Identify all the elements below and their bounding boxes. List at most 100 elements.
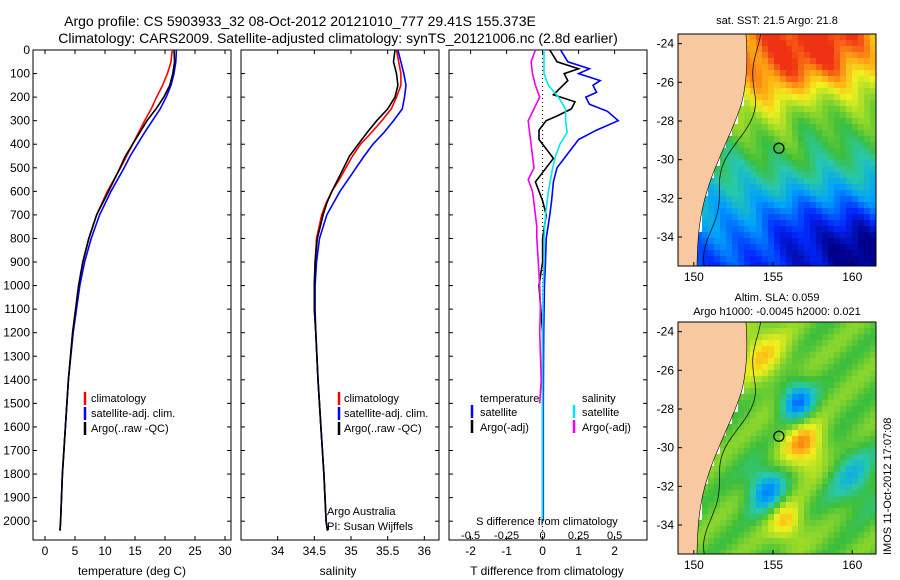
map-y-tick-label: -26: [657, 363, 675, 377]
salinity-panel: 34 34.5 35 35.5 36 salinity climatology sate…: [240, 49, 440, 578]
x-tick-label: 34.5: [303, 544, 327, 558]
x-tick-label: 20: [158, 544, 172, 558]
legend-label-climatology: climatology: [91, 393, 147, 405]
x-tick-label: 1: [575, 544, 582, 558]
map-y-tick-label: -30: [657, 441, 675, 455]
legend-label-t-argo: Argo(-adj): [480, 422, 529, 434]
y-tick-label: 1300: [3, 349, 30, 363]
difference-axes-box: [448, 49, 648, 541]
series-line-argo-raw-qc-: [313, 50, 399, 531]
temperature-axes-box: [32, 49, 232, 541]
x-tick-label: 0: [539, 544, 546, 558]
difference-y-ticks: [449, 49, 647, 522]
sla-coast: [678, 322, 762, 554]
y-tick-label: 200: [10, 90, 30, 104]
imos-timestamp: IMOS 11-Oct-2012 17:07:08: [882, 418, 894, 555]
legend-label-t-satellite: satellite: [480, 407, 517, 419]
shelf-contour: [703, 322, 762, 554]
s-tick-label: 0.25: [568, 530, 589, 542]
x-tick-label: 35: [344, 544, 358, 558]
y-tick-label: 1100: [4, 302, 30, 316]
temperature-panel: 0100200300400500600700800900100011001200…: [3, 43, 232, 578]
figure-title-line1: Argo profile: CS 5903933_32 08-Oct-2012 …: [64, 13, 536, 29]
salinity-legend: climatology satellite-adj. clim. Argo(..…: [337, 392, 428, 435]
temperature-x-label: temperature (deg C): [78, 564, 186, 578]
argo-position-marker: [773, 142, 785, 154]
s-tick-label: -0.5: [461, 530, 480, 542]
argo-position-marker: [773, 430, 785, 442]
y-tick-label: 800: [10, 231, 30, 245]
y-tick-label: 100: [10, 67, 30, 81]
difference-x-label: T difference from climatology: [470, 564, 624, 578]
map-y-tick-label: -24: [657, 325, 675, 339]
legend-label-s-argo: Argo(-adj): [582, 422, 631, 434]
y-tick-label: 700: [10, 208, 30, 222]
salinity-x-label: salinity: [320, 564, 357, 578]
salinity-difference-ticks: -0.5 -0.25 0 0.25 0.5: [461, 530, 622, 542]
x-tick-label: 5: [72, 544, 79, 558]
map-x-tick-label: 160: [842, 558, 862, 572]
y-tick-label: 500: [10, 161, 30, 175]
map-x-tick-label: 150: [684, 558, 704, 572]
map-y-tick-label: -34: [657, 518, 675, 532]
legend-label-climatology: climatology: [344, 393, 400, 405]
sla-map-ticks: 150 155 160 -24 -26 -28 -30 -32 -34: [657, 325, 863, 572]
legend-label-argo: Argo(..raw -QC): [344, 423, 422, 435]
map-x-tick-label: 150: [684, 270, 704, 284]
salinity-y-ticks: [241, 49, 439, 522]
x-tick-label: 10: [98, 544, 112, 558]
x-tick-label: 36: [418, 544, 432, 558]
x-tick-label: 34: [271, 544, 285, 558]
temperature-lines: [59, 50, 178, 531]
difference-legend: temperature satellite Argo(-adj) salinit…: [470, 393, 631, 434]
series-line-temperature-satellite: [542, 50, 620, 522]
x-tick-label: 30: [218, 544, 232, 558]
y-tick-label: 300: [10, 114, 30, 128]
map-y-tick-label: -28: [657, 402, 675, 416]
y-tick-label: 0: [23, 43, 30, 57]
y-tick-label: 1000: [3, 279, 30, 293]
x-tick-label: 25: [188, 544, 202, 558]
temperature-legend: climatology satellite-adj. clim. Argo(..…: [83, 392, 175, 435]
map-y-tick-label: -32: [657, 479, 675, 493]
salinity-difference-top-label: S difference from climatology: [476, 516, 618, 528]
temperature-y-ticks: 0 100 200 300 400 500 600 700 800 900 1000 1100 1200…: [3, 43, 231, 528]
x-tick-label: -1: [501, 544, 512, 558]
legend-salinity-header: salinity: [582, 393, 616, 405]
y-tick-label: 1500: [3, 396, 30, 410]
x-tick-label: 35.5: [376, 544, 400, 558]
map-y-tick-label: -34: [657, 230, 675, 244]
map-y-tick-label: -32: [657, 191, 675, 205]
sst-field: [696, 34, 876, 266]
sst-map-frame: [677, 33, 877, 267]
s-tick-label: 0: [540, 530, 546, 542]
sst-map-title: sat. SST: 21.5 Argo: 21.8: [716, 15, 838, 27]
y-tick-label: 1200: [3, 326, 30, 340]
salinity-x-ticks: 34 34.5 35 35.5 36: [271, 50, 431, 558]
shelf-contour: [703, 34, 762, 266]
sla-map-frame: [677, 321, 877, 555]
map-x-tick-label: 160: [842, 270, 862, 284]
y-tick-label: 1600: [3, 420, 30, 434]
figure-title-line2: Climatology: CARS2009. Satellite-adjuste…: [58, 30, 618, 46]
s-tick-label: 0.5: [607, 530, 622, 542]
legend-label-satellite: satellite-adj. clim.: [344, 408, 428, 420]
map-y-tick-label: -30: [657, 153, 675, 167]
y-tick-label: 900: [10, 255, 30, 269]
map-y-tick-label: -26: [657, 75, 675, 89]
series-line-salinity-argo-adj-: [527, 50, 543, 404]
legend-label-s-satellite: satellite: [582, 407, 619, 419]
map-y-tick-label: -24: [657, 37, 675, 51]
annotation-argo-australia: Argo Australia: [327, 506, 396, 518]
y-tick-label: 400: [10, 137, 30, 151]
x-tick-label: -2: [465, 544, 476, 558]
s-tick-label: -0.25: [494, 530, 519, 542]
sla-map: Altim. SLA: 0.059 Argo h1000: -0.0045 h2…: [657, 292, 877, 572]
salinity-axes-box: [240, 49, 440, 541]
sst-map-ticks: 150 155 160 -24 -26 -28 -30 -32 -34: [657, 37, 863, 284]
y-tick-label: 1400: [3, 373, 30, 387]
sla-map-title-line2: Argo h1000: -0.0045 h2000: 0.021: [693, 306, 861, 318]
series-line-argo-raw-qc-: [59, 50, 176, 531]
